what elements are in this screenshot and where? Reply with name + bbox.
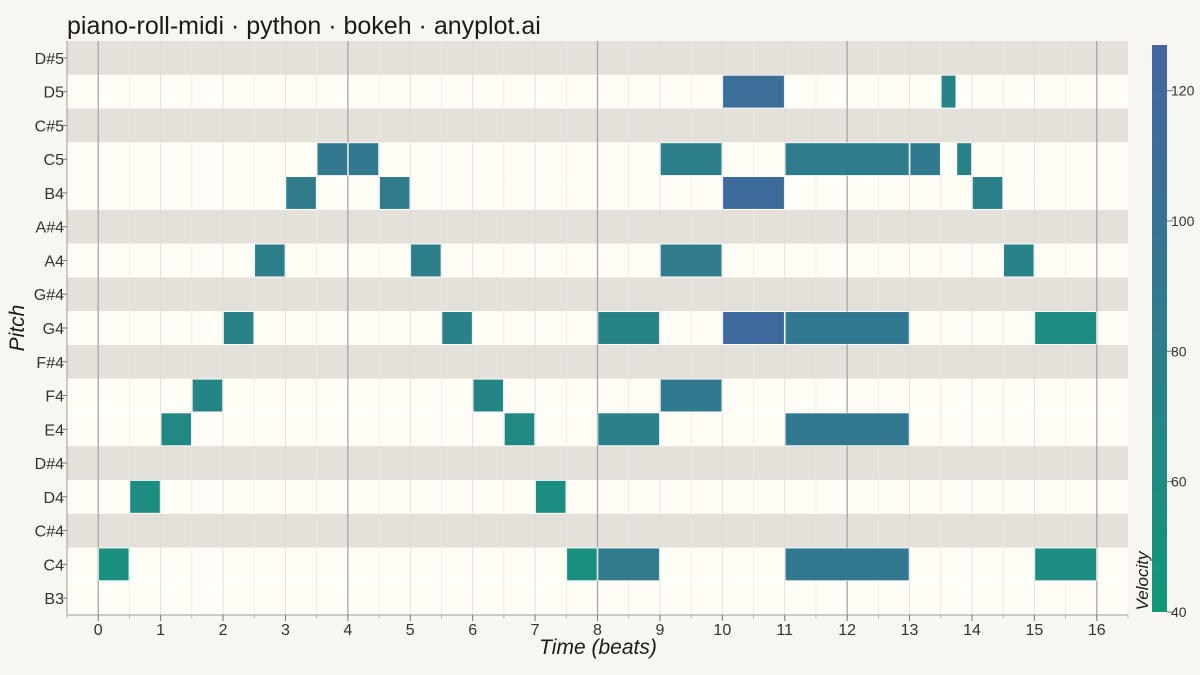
pitch-tick-label: G#4 — [34, 287, 64, 304]
colorbar-gradient — [1152, 45, 1167, 612]
colorbar-tick-label: 120 — [1171, 83, 1195, 99]
note-bar — [410, 243, 442, 278]
time-tick-label: 8 — [593, 622, 602, 639]
pitch-tick-label: D5 — [44, 85, 65, 102]
colorbar-title: Velocity — [1133, 550, 1152, 610]
note-bar — [972, 176, 1003, 210]
note-bar — [660, 378, 723, 413]
pitch-tick-label: A#4 — [36, 220, 65, 237]
note-bar — [909, 142, 941, 176]
pitch-tick-label: D#5 — [35, 51, 64, 68]
note-bar — [129, 480, 161, 514]
pitch-tick-label: E4 — [44, 422, 64, 439]
time-tick-label: 0 — [94, 622, 103, 639]
time-tick-label: 3 — [281, 622, 290, 639]
velocity-colorbar: 40 60 80 100 120 Velocity — [1133, 45, 1195, 620]
note-bar — [316, 142, 348, 176]
time-tick-label: 14 — [963, 622, 981, 639]
note-bar — [722, 176, 785, 210]
time-tick-label: 10 — [713, 622, 731, 639]
colorbar-tick-label: 100 — [1171, 213, 1195, 229]
time-tick-label: 6 — [468, 622, 477, 639]
note-bar — [504, 412, 535, 446]
note-bar — [597, 412, 660, 446]
pitch-tick-label: B4 — [44, 186, 64, 203]
note-bar — [660, 243, 723, 278]
pitch-tick-label: C#4 — [35, 524, 64, 541]
note-bar — [956, 142, 972, 176]
time-tick-label: 7 — [531, 622, 540, 639]
note-bar — [98, 547, 130, 581]
pitch-tick-label: A4 — [44, 253, 64, 270]
note-bar — [348, 142, 379, 176]
colorbar-ticks: 40 60 80 100 120 — [1167, 83, 1195, 620]
note-bar — [597, 311, 660, 345]
note-bar — [192, 378, 223, 413]
note-bar — [254, 243, 286, 278]
note-bar — [285, 176, 317, 210]
y-axis-title: Pitch — [6, 305, 29, 352]
note-bar — [160, 412, 192, 446]
pitch-tick-label: C4 — [44, 557, 65, 574]
note-bar — [784, 412, 910, 446]
note-bar — [660, 142, 723, 176]
note-bar — [597, 547, 660, 581]
pitch-tick-label: C#5 — [35, 118, 64, 135]
pitch-tick-label: F#4 — [36, 355, 64, 372]
time-tick-label: 5 — [406, 622, 415, 639]
time-tick-label: 9 — [655, 622, 664, 639]
time-tick-label: 13 — [901, 622, 919, 639]
note-bar — [441, 311, 473, 345]
chart-title: piano-roll-midi · python · bokeh · anypl… — [67, 12, 541, 40]
time-tick-label: 11 — [776, 622, 793, 639]
time-tick-label: 4 — [343, 622, 352, 639]
note-bar — [379, 176, 411, 210]
note-bar — [472, 378, 504, 413]
note-bar — [1034, 311, 1097, 345]
pitch-tick-label: F4 — [45, 389, 64, 406]
axes: B3 C4 C#4 D4 D#4 E4 F4 F#4 G4 G#4 A4 A#4 B4 C5 C#5 D5 D#… — [34, 41, 1129, 639]
note-bar — [784, 142, 910, 176]
note-bar — [223, 311, 255, 345]
time-tick-label: 1 — [156, 622, 165, 639]
pitch-tick-label: B3 — [44, 591, 64, 608]
pitch-tick-label: G4 — [43, 321, 64, 338]
note-bar — [535, 480, 567, 514]
x-axis-title: Time (beats) — [539, 636, 657, 659]
time-tick-label: 12 — [838, 622, 856, 639]
pitch-tick-label: C5 — [44, 152, 65, 169]
note-bar — [784, 547, 910, 581]
time-tick-label: 15 — [1025, 622, 1043, 639]
note-bar — [722, 311, 785, 345]
note-bar — [1034, 547, 1097, 581]
note-bar — [784, 311, 910, 345]
colorbar-tick-label: 80 — [1171, 343, 1187, 359]
time-tick-label: 16 — [1088, 622, 1106, 639]
note-bar — [1003, 243, 1035, 278]
note-bars — [98, 75, 1097, 581]
note-bar — [940, 75, 957, 109]
time-tick-label: 2 — [219, 622, 228, 639]
colorbar-tick-label: 40 — [1171, 604, 1187, 620]
note-bar — [722, 75, 785, 109]
colorbar-tick-label: 60 — [1171, 474, 1187, 490]
pitch-tick-label: D4 — [44, 490, 65, 507]
note-bar — [566, 547, 598, 581]
pitch-tick-label: D#4 — [35, 456, 64, 473]
